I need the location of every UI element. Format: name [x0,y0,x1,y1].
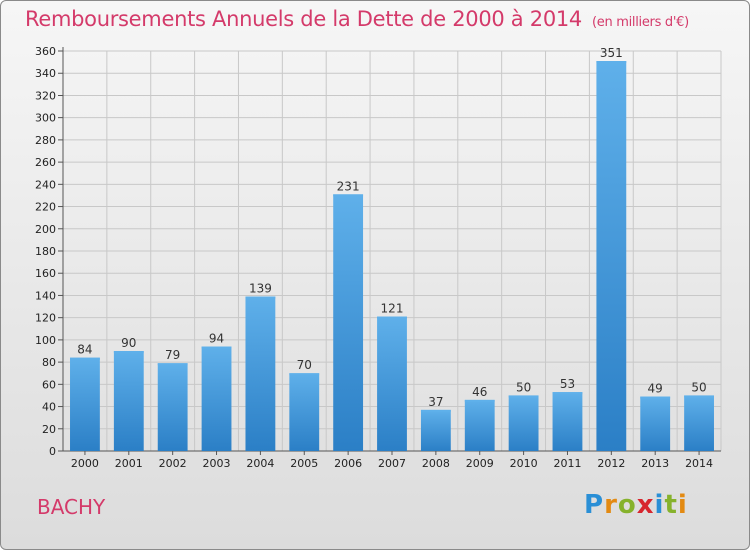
bar [420,409,451,451]
title-unit: (en milliers d'€) [592,15,689,30]
y-tick-label: 360 [35,45,56,58]
data-label: 139 [249,282,272,296]
bar-highlight [333,194,364,197]
data-label: 50 [516,380,531,394]
bar [201,346,232,451]
data-label: 53 [560,377,575,391]
bar-highlight [70,357,100,360]
bar [464,399,495,451]
bar [508,395,539,451]
bar [245,296,276,451]
y-tick-label: 320 [35,89,56,102]
bar [377,316,407,451]
data-label: 84 [77,343,92,357]
data-label: 50 [691,380,706,394]
data-label: 79 [165,348,180,362]
logo-letter: t [664,490,678,520]
y-tick-label: 220 [35,201,56,214]
data-label: 70 [297,358,312,372]
x-tick-label: 2012 [597,457,625,470]
bar-highlight [420,409,451,412]
y-tick-label: 280 [35,134,56,147]
data-label: 351 [600,46,623,60]
y-tick-label: 0 [49,445,56,458]
bars [70,61,714,452]
data-label: 37 [428,395,443,409]
y-tick-label: 300 [35,112,56,125]
x-tick-label: 2005 [290,457,318,470]
data-label: 49 [648,382,663,396]
y-tick-label: 120 [35,312,56,325]
bar-highlight [289,373,320,376]
x-tick-label: 2000 [71,457,99,470]
bar-highlight [508,395,539,398]
data-label: 94 [209,332,224,346]
chart-title: Remboursements Annuels de la Dette de 20… [25,7,689,31]
y-tick-label: 40 [42,401,56,414]
x-tick-label: 2002 [159,457,187,470]
bar-highlight [596,61,627,63]
labels: 0 20 40 60 80 100 120 140 160 180 200 220 240 260 280 3… [35,45,713,470]
bar [684,395,714,451]
y-tick-label: 260 [35,156,56,169]
x-tick-label: 2008 [422,457,450,470]
bar-highlight [201,346,232,349]
y-tick-label: 140 [35,289,56,302]
commune-name: BACHY [37,495,106,519]
bar [289,373,320,451]
data-label: 46 [472,385,487,399]
y-tick-label: 340 [35,67,56,80]
y-tick-label: 80 [42,356,56,369]
bar-highlight [157,363,188,366]
y-tick-label: 60 [42,378,56,391]
x-tick-label: 2010 [510,457,538,470]
y-tick-label: 180 [35,245,56,258]
logo-letter: x [636,490,655,520]
bar [157,363,188,451]
bar [596,61,627,451]
x-tick-label: 2011 [553,457,581,470]
x-tick-label: 2003 [203,457,231,470]
data-label: 231 [337,179,360,193]
data-label: 121 [381,302,404,316]
bar-highlight [245,296,276,299]
y-tick-label: 200 [35,223,56,236]
proxiti-logo: Proxiti [584,490,688,520]
title-text: Remboursements Annuels de la Dette de 20… [25,7,582,31]
bar-highlight [552,392,583,395]
bar-highlight [113,351,144,353]
bar-highlight [684,395,714,398]
bar [333,194,364,452]
bar [640,396,671,451]
y-tick-label: 160 [35,267,56,280]
x-tick-label: 2004 [246,457,274,470]
bar [113,351,144,451]
bar-highlight [377,316,407,319]
y-tick-label: 20 [42,423,56,436]
y-tick-label: 240 [35,178,56,191]
logo-letter: i [654,490,665,520]
bar-highlight [640,396,671,399]
x-tick-label: 2013 [641,457,669,470]
x-tick-label: 2009 [466,457,494,470]
bar [70,357,100,451]
bar-highlight [464,399,495,402]
x-tick-label: 2007 [378,457,406,470]
x-tick-label: 2001 [115,457,143,470]
x-tick-label: 2006 [334,457,362,470]
logo-letter: r [604,490,618,520]
bar [552,392,583,451]
logo-letter: i [677,490,688,520]
logo-letter: P [584,490,605,520]
x-tick-label: 2014 [685,457,713,470]
logo-letter: o [617,490,637,520]
y-tick-label: 100 [35,334,56,347]
data-label: 90 [121,336,136,350]
